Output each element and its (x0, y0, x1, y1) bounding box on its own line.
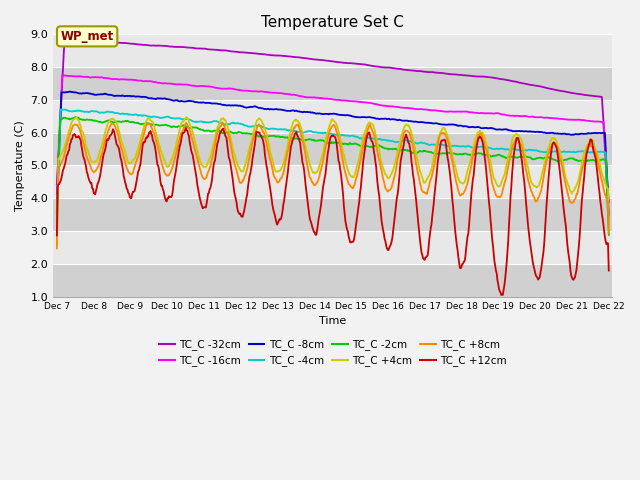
TC_C +12cm (182, 125, 189, 131)
TC_C -4cm (57, 107, 65, 112)
TC_C -4cm (177, 116, 184, 121)
TC_C -16cm (53, 191, 61, 197)
TC_C +8cm (53, 245, 61, 251)
Line: TC_C +8cm: TC_C +8cm (57, 122, 609, 248)
TC_C +4cm (605, 221, 612, 227)
TC_C -32cm (401, 67, 408, 72)
TC_C -16cm (401, 105, 408, 111)
TC_C +4cm (417, 169, 424, 175)
Line: TC_C +12cm: TC_C +12cm (57, 128, 609, 295)
TC_C -4cm (64, 108, 72, 113)
Line: TC_C -16cm: TC_C -16cm (57, 75, 609, 219)
TC_C +4cm (176, 126, 184, 132)
TC_C +12cm (53, 232, 61, 238)
TC_C -2cm (401, 147, 408, 153)
TC_C +8cm (205, 168, 212, 173)
TC_C +4cm (63, 136, 70, 142)
TC_C -32cm (63, 36, 70, 42)
TC_C -4cm (401, 137, 408, 143)
TC_C -4cm (53, 217, 61, 223)
Line: TC_C -4cm: TC_C -4cm (57, 109, 609, 224)
TC_C +8cm (63, 141, 70, 147)
TC_C -8cm (401, 118, 408, 123)
Y-axis label: Temperature (C): Temperature (C) (15, 120, 25, 211)
TC_C -8cm (66, 89, 74, 95)
TC_C +4cm (53, 242, 61, 248)
TC_C -32cm (53, 181, 61, 187)
TC_C -16cm (417, 106, 424, 112)
TC_C -32cm (206, 47, 214, 52)
Line: TC_C -32cm: TC_C -32cm (57, 39, 609, 202)
TC_C -32cm (605, 199, 612, 205)
TC_C -2cm (63, 115, 70, 121)
Bar (53, 67, 612, 100)
TC_C -16cm (177, 82, 184, 87)
TC_C -16cm (120, 76, 128, 82)
TC_C -32cm (177, 44, 184, 50)
Bar (53, 264, 612, 297)
TC_C -16cm (58, 72, 66, 78)
TC_C +12cm (176, 144, 184, 149)
X-axis label: Time: Time (319, 316, 346, 326)
TC_C -2cm (605, 232, 612, 238)
Line: TC_C +4cm: TC_C +4cm (57, 117, 609, 245)
TC_C +12cm (401, 136, 408, 142)
TC_C -2cm (72, 114, 79, 120)
Text: WP_met: WP_met (61, 30, 114, 43)
TC_C -16cm (605, 216, 612, 222)
TC_C -8cm (120, 93, 128, 99)
TC_C +12cm (605, 268, 612, 274)
TC_C +12cm (120, 173, 127, 179)
TC_C -4cm (206, 120, 214, 125)
TC_C +8cm (120, 154, 127, 159)
TC_C -2cm (53, 211, 61, 216)
TC_C -2cm (206, 128, 214, 134)
Line: TC_C -8cm: TC_C -8cm (57, 92, 609, 215)
TC_C -32cm (417, 68, 424, 74)
TC_C -8cm (53, 208, 61, 214)
TC_C +4cm (206, 155, 214, 161)
TC_C -32cm (120, 40, 128, 46)
TC_C -4cm (417, 140, 424, 145)
TC_C +8cm (605, 230, 612, 236)
TC_C +4cm (401, 124, 408, 130)
TC_C -2cm (177, 124, 184, 130)
TC_C -8cm (63, 89, 70, 95)
TC_C +4cm (183, 114, 191, 120)
TC_C -8cm (417, 119, 424, 125)
TC_C -16cm (206, 84, 214, 89)
Bar (53, 198, 612, 231)
TC_C +8cm (176, 136, 184, 142)
TC_C +12cm (417, 243, 424, 249)
Line: TC_C -2cm: TC_C -2cm (57, 117, 609, 235)
TC_C +8cm (401, 129, 408, 135)
TC_C +8cm (417, 183, 424, 189)
TC_C +8cm (219, 120, 227, 125)
TC_C -16cm (64, 73, 72, 79)
TC_C -8cm (177, 98, 184, 104)
TC_C +12cm (206, 186, 214, 192)
TC_C -8cm (206, 100, 214, 106)
TC_C -2cm (120, 119, 128, 124)
Bar (53, 132, 612, 166)
TC_C +12cm (497, 292, 505, 298)
TC_C -32cm (64, 36, 72, 42)
TC_C +12cm (63, 152, 70, 158)
Title: Temperature Set C: Temperature Set C (261, 15, 404, 30)
TC_C -4cm (605, 221, 612, 227)
Legend: TC_C -32cm, TC_C -16cm, TC_C -8cm, TC_C -4cm, TC_C -2cm, TC_C +4cm, TC_C +8cm, T: TC_C -32cm, TC_C -16cm, TC_C -8cm, TC_C … (155, 335, 511, 371)
TC_C -4cm (120, 111, 128, 117)
TC_C -8cm (605, 212, 612, 218)
TC_C +4cm (120, 145, 127, 151)
TC_C -2cm (417, 148, 424, 154)
